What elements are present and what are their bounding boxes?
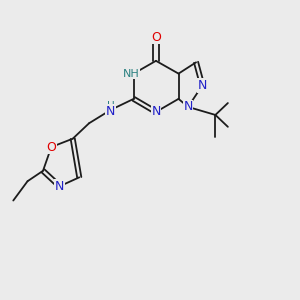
Text: N: N xyxy=(183,100,193,113)
Text: O: O xyxy=(46,140,56,154)
Text: H: H xyxy=(107,101,115,111)
Text: N: N xyxy=(198,79,207,92)
Text: N: N xyxy=(106,105,116,118)
Text: O: O xyxy=(151,31,161,44)
Text: NH: NH xyxy=(123,69,140,79)
Text: N: N xyxy=(55,180,64,193)
Text: N: N xyxy=(151,106,160,118)
